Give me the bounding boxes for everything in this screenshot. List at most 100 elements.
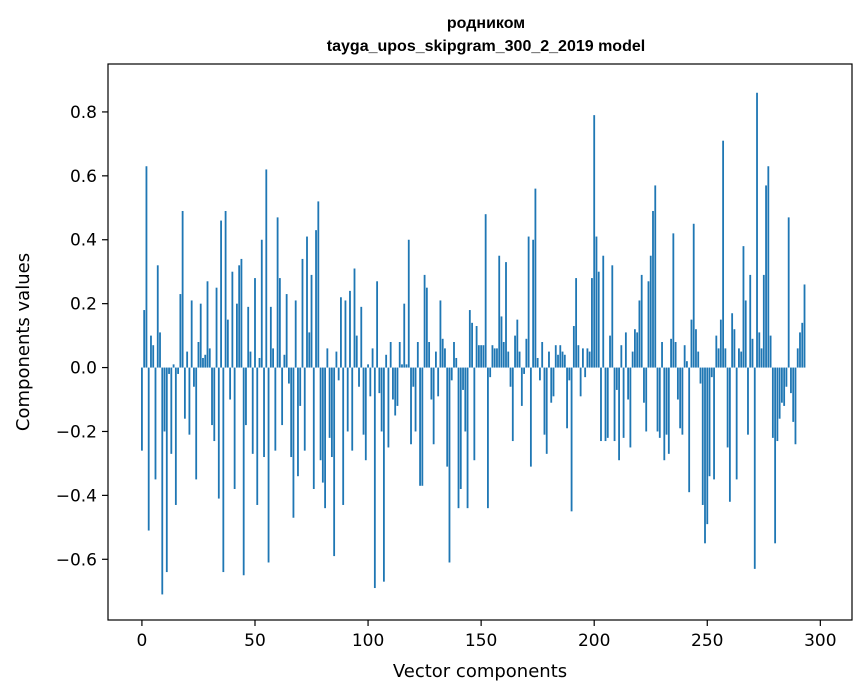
chart-title: родником (447, 15, 525, 32)
bar (710, 367, 713, 378)
bar (475, 326, 478, 368)
bar (579, 367, 582, 397)
bar (177, 367, 180, 374)
bar (416, 342, 419, 368)
bar (154, 367, 157, 480)
bar (624, 332, 627, 368)
bar (281, 367, 284, 426)
bar (656, 367, 659, 432)
bar (477, 345, 480, 368)
bar (728, 367, 731, 502)
bar (665, 367, 668, 435)
x-tick-label: 200 (578, 631, 610, 651)
bar (511, 367, 514, 442)
bar (771, 367, 774, 438)
bar (638, 300, 641, 368)
bar (652, 210, 654, 368)
bar (744, 300, 747, 368)
bar (145, 166, 148, 368)
bar (706, 367, 709, 525)
bar (292, 367, 295, 518)
bar (283, 354, 286, 368)
bar (688, 367, 691, 493)
bar (403, 303, 406, 368)
bar (249, 351, 252, 368)
bar (274, 367, 277, 451)
bar (394, 367, 397, 416)
bar (509, 367, 512, 387)
bar (342, 367, 345, 505)
bar (588, 351, 591, 368)
bar (676, 367, 679, 400)
bar (780, 367, 783, 403)
bar (294, 300, 297, 368)
bar (376, 281, 379, 368)
bar (701, 367, 704, 505)
bar (455, 357, 458, 368)
bar (346, 367, 349, 432)
bar (527, 236, 530, 368)
bar (430, 367, 433, 400)
bar (464, 367, 467, 432)
bar (799, 332, 801, 368)
bar (437, 367, 440, 397)
bar (514, 335, 516, 368)
bar (690, 319, 693, 368)
bar (525, 338, 528, 368)
bar (360, 306, 363, 368)
bar (505, 262, 507, 368)
bar (679, 367, 682, 429)
bar (247, 306, 250, 368)
bar (541, 342, 544, 368)
bar (803, 284, 806, 368)
bar (299, 367, 302, 406)
bar (758, 332, 761, 368)
x-tick-label: 300 (804, 631, 836, 651)
bar (265, 169, 268, 368)
y-tick-label: 0.0 (70, 359, 97, 379)
bar (211, 367, 213, 426)
bar (380, 367, 383, 432)
bar (575, 278, 578, 368)
bar (213, 367, 216, 442)
bar (794, 367, 797, 445)
bar (615, 367, 618, 390)
bar (731, 313, 734, 368)
bar (602, 255, 605, 368)
bar (609, 335, 611, 368)
bar (686, 361, 688, 368)
bar (240, 258, 243, 368)
bar (796, 348, 799, 368)
bar (762, 274, 765, 368)
bar (765, 185, 767, 368)
bar (224, 210, 227, 368)
bar (254, 278, 256, 368)
bar (611, 265, 614, 368)
bar (647, 281, 650, 368)
bar (790, 367, 792, 394)
bar (593, 115, 596, 368)
bar (450, 367, 453, 381)
bar (269, 306, 272, 368)
bar (661, 342, 663, 368)
bar (482, 345, 485, 368)
bar (496, 348, 498, 368)
bar (536, 357, 539, 368)
bar (692, 223, 695, 368)
bar (776, 367, 779, 442)
bar (319, 367, 322, 461)
bar (401, 364, 403, 368)
bar (405, 364, 408, 368)
bar (649, 255, 652, 368)
bar (697, 351, 700, 368)
bar (631, 351, 634, 368)
bar (238, 265, 241, 368)
bar (532, 239, 535, 368)
bar (407, 239, 410, 368)
bar (425, 287, 428, 368)
bar (204, 354, 207, 368)
bar (297, 367, 299, 477)
bar (604, 367, 607, 442)
bar (726, 367, 729, 448)
